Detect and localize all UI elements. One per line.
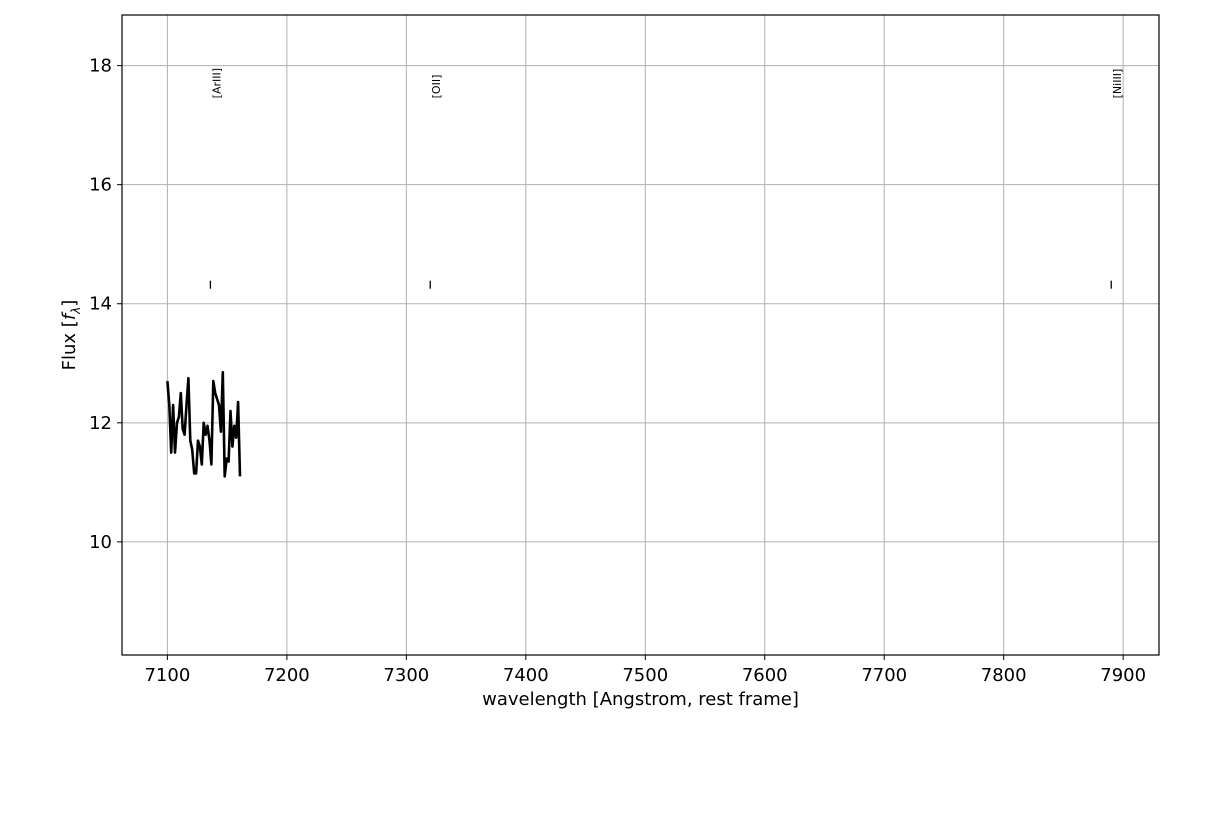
- emission-line-label: [ArIII]: [210, 68, 223, 98]
- x-tick-label: 7800: [981, 665, 1027, 686]
- x-tick-label: 7900: [1100, 665, 1146, 686]
- y-axis-label-suffix: ]: [59, 300, 80, 307]
- y-axis-ticks: 10 12 14 16 18: [89, 56, 122, 553]
- y-axis-label-subscript: λ: [69, 307, 83, 315]
- grid-lines: [122, 15, 1159, 655]
- x-axis-ticks: 7100 7200 7300 7400 7500 7600 7700 7800 7900: [144, 655, 1146, 686]
- y-axis-label-symbol: f: [59, 311, 80, 320]
- x-tick-label: 7600: [742, 665, 788, 686]
- y-tick-label: 12: [89, 413, 112, 434]
- y-tick-label: 14: [89, 294, 112, 315]
- series-layer: [166, 370, 242, 478]
- y-axis-label-prefix: Flux [: [59, 320, 80, 370]
- y-axis-label: Flux [fλ]: [59, 300, 83, 371]
- y-tick-label: 16: [89, 175, 112, 196]
- x-tick-label: 7100: [144, 665, 190, 686]
- x-tick-label: 7400: [503, 665, 549, 686]
- x-tick-label: 7300: [383, 665, 429, 686]
- x-tick-label: 7500: [622, 665, 668, 686]
- emission-line-label: [NiIII]: [1111, 69, 1124, 99]
- emission-line-label: [OII]: [430, 75, 443, 99]
- x-tick-label: 7200: [264, 665, 310, 686]
- emission-line-annotations: [ArIII] [OII] [NiIII]: [209, 68, 1124, 289]
- spectrum-line: [166, 370, 242, 478]
- x-tick-label: 7700: [861, 665, 907, 686]
- plot-frame: [121, 14, 1160, 656]
- y-tick-label: 18: [89, 56, 112, 77]
- x-axis-label: wavelength [Angstrom, rest frame]: [482, 689, 799, 710]
- y-tick-label: 10: [89, 532, 112, 553]
